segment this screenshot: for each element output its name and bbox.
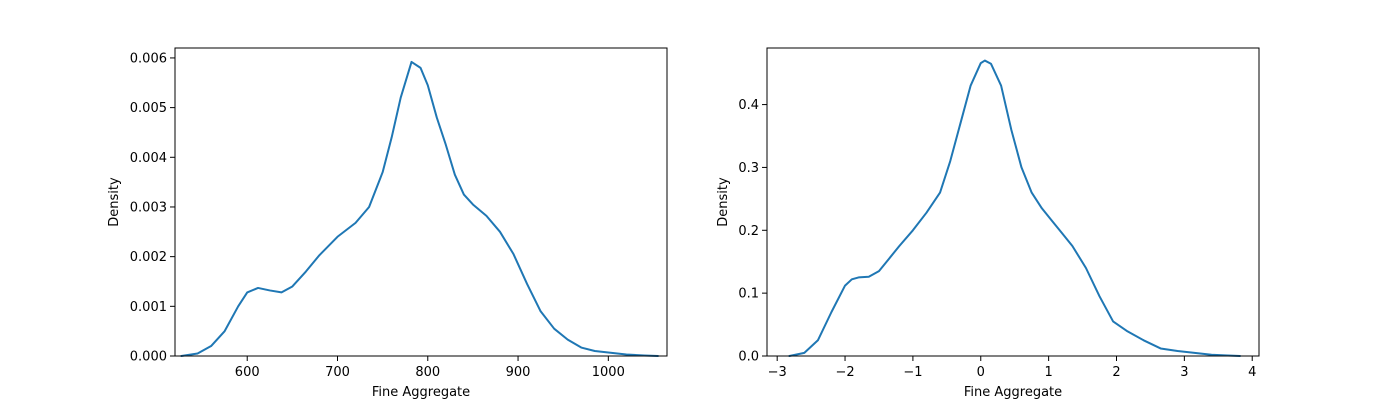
y-tick-label: 0.001 (130, 300, 167, 315)
y-tick-label: 0.3 (738, 161, 759, 176)
x-axis-label: Fine Aggregate (964, 385, 1062, 400)
y-tick-label: 0.2 (738, 224, 759, 239)
x-tick-label: 2 (1112, 365, 1120, 380)
kde-line-1 (180, 60, 659, 357)
y-tick-label: 0.003 (130, 200, 167, 215)
chart-panel-2: −3 −2 −1 0 1 2 3 4 0.0 0.1 0.2 0.3 0.4 Fine Aggregate… (716, 47, 1260, 400)
y-axis-label: Density (107, 177, 122, 227)
y-tick-label: 0.005 (130, 101, 167, 116)
x-tick-label: 0 (977, 365, 985, 380)
x-tick-label: 900 (506, 365, 531, 380)
x-tick-label: 1000 (592, 365, 625, 380)
y-tick-label: 0.000 (130, 350, 167, 365)
y-tick-label: 0.006 (130, 51, 167, 66)
y-tick-label: 0.1 (738, 287, 759, 302)
x-tick-label: 700 (325, 365, 350, 380)
y-tick-label: 0.4 (738, 98, 759, 113)
chart-panel-1: 600 700 800 900 1000 0.000 0.001 0.002 0.003 0.00… (107, 47, 668, 400)
y-tick-label: 0.002 (130, 250, 167, 265)
y-tick-label: 0.0 (738, 350, 759, 365)
x-tick-label: −1 (903, 365, 922, 380)
plot-frame (174, 47, 668, 357)
x-axis-label: Fine Aggregate (372, 385, 470, 400)
x-tick-label: −2 (835, 365, 854, 380)
x-tick-label: 4 (1248, 365, 1256, 380)
y-axis-label: Density (716, 177, 731, 227)
y-tick-label: 0.004 (130, 151, 167, 166)
kde-line-1 (788, 59, 1241, 357)
plot-frame (766, 47, 1260, 357)
x-tick-label: 1 (1044, 365, 1052, 380)
x-tick-label: 800 (415, 365, 440, 380)
x-tick-label: −3 (768, 365, 787, 380)
x-tick-label: 600 (235, 365, 260, 380)
x-tick-label: 3 (1180, 365, 1188, 380)
